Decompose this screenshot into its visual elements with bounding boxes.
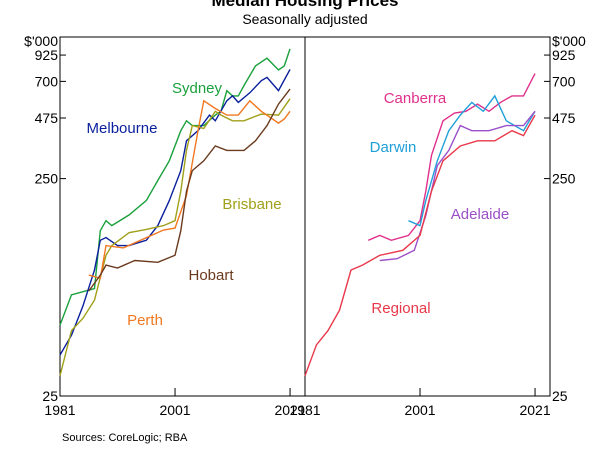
x-tick-label: 2001 [404,402,435,418]
series-line [304,114,536,376]
series-line [379,110,536,262]
x-tick-label: 1981 [44,402,75,418]
y-tick-label: 250 [552,171,576,187]
series-line [88,99,291,280]
series-label: Melbourne [87,120,158,137]
x-tick-label: 2021 [274,402,305,418]
series-line [408,94,536,227]
y-tick-label: 250 [35,171,59,187]
y-tick-label: 475 [35,110,59,126]
plot-frame [304,36,551,397]
y-axis-label: $'000 [552,33,586,49]
series-label: Hobart [188,267,234,284]
y-tick-label: 25 [552,388,568,404]
series-line [59,69,291,356]
series-label: Perth [127,312,163,329]
y-tick-label: 700 [35,73,59,89]
series-label: Brisbane [222,196,281,213]
source-note: Sources: CoreLogic; RBA [62,432,188,444]
x-tick-label: 2021 [519,402,550,418]
series-line [59,98,291,376]
y-tick-label: 700 [552,73,576,89]
y-tick-label: 25 [42,388,58,404]
chart-title: Median Housing Prices [211,0,398,10]
x-tick-label: 1981 [289,402,320,418]
series-label: Darwin [370,139,417,156]
y-tick-label: 925 [552,47,576,63]
y-tick-label: 475 [552,110,576,126]
series-line [88,88,291,292]
x-tick-label: 2001 [159,402,190,418]
series-label: Adelaide [451,206,509,223]
y-tick-label: 925 [35,47,59,63]
series-label: Canberra [384,90,447,107]
series-line [368,73,536,242]
series-label: Sydney [172,80,223,97]
series-label: Regional [371,300,430,317]
chart-subtitle: Seasonally adjusted [242,11,367,27]
y-axis-label: $'000 [24,33,58,49]
